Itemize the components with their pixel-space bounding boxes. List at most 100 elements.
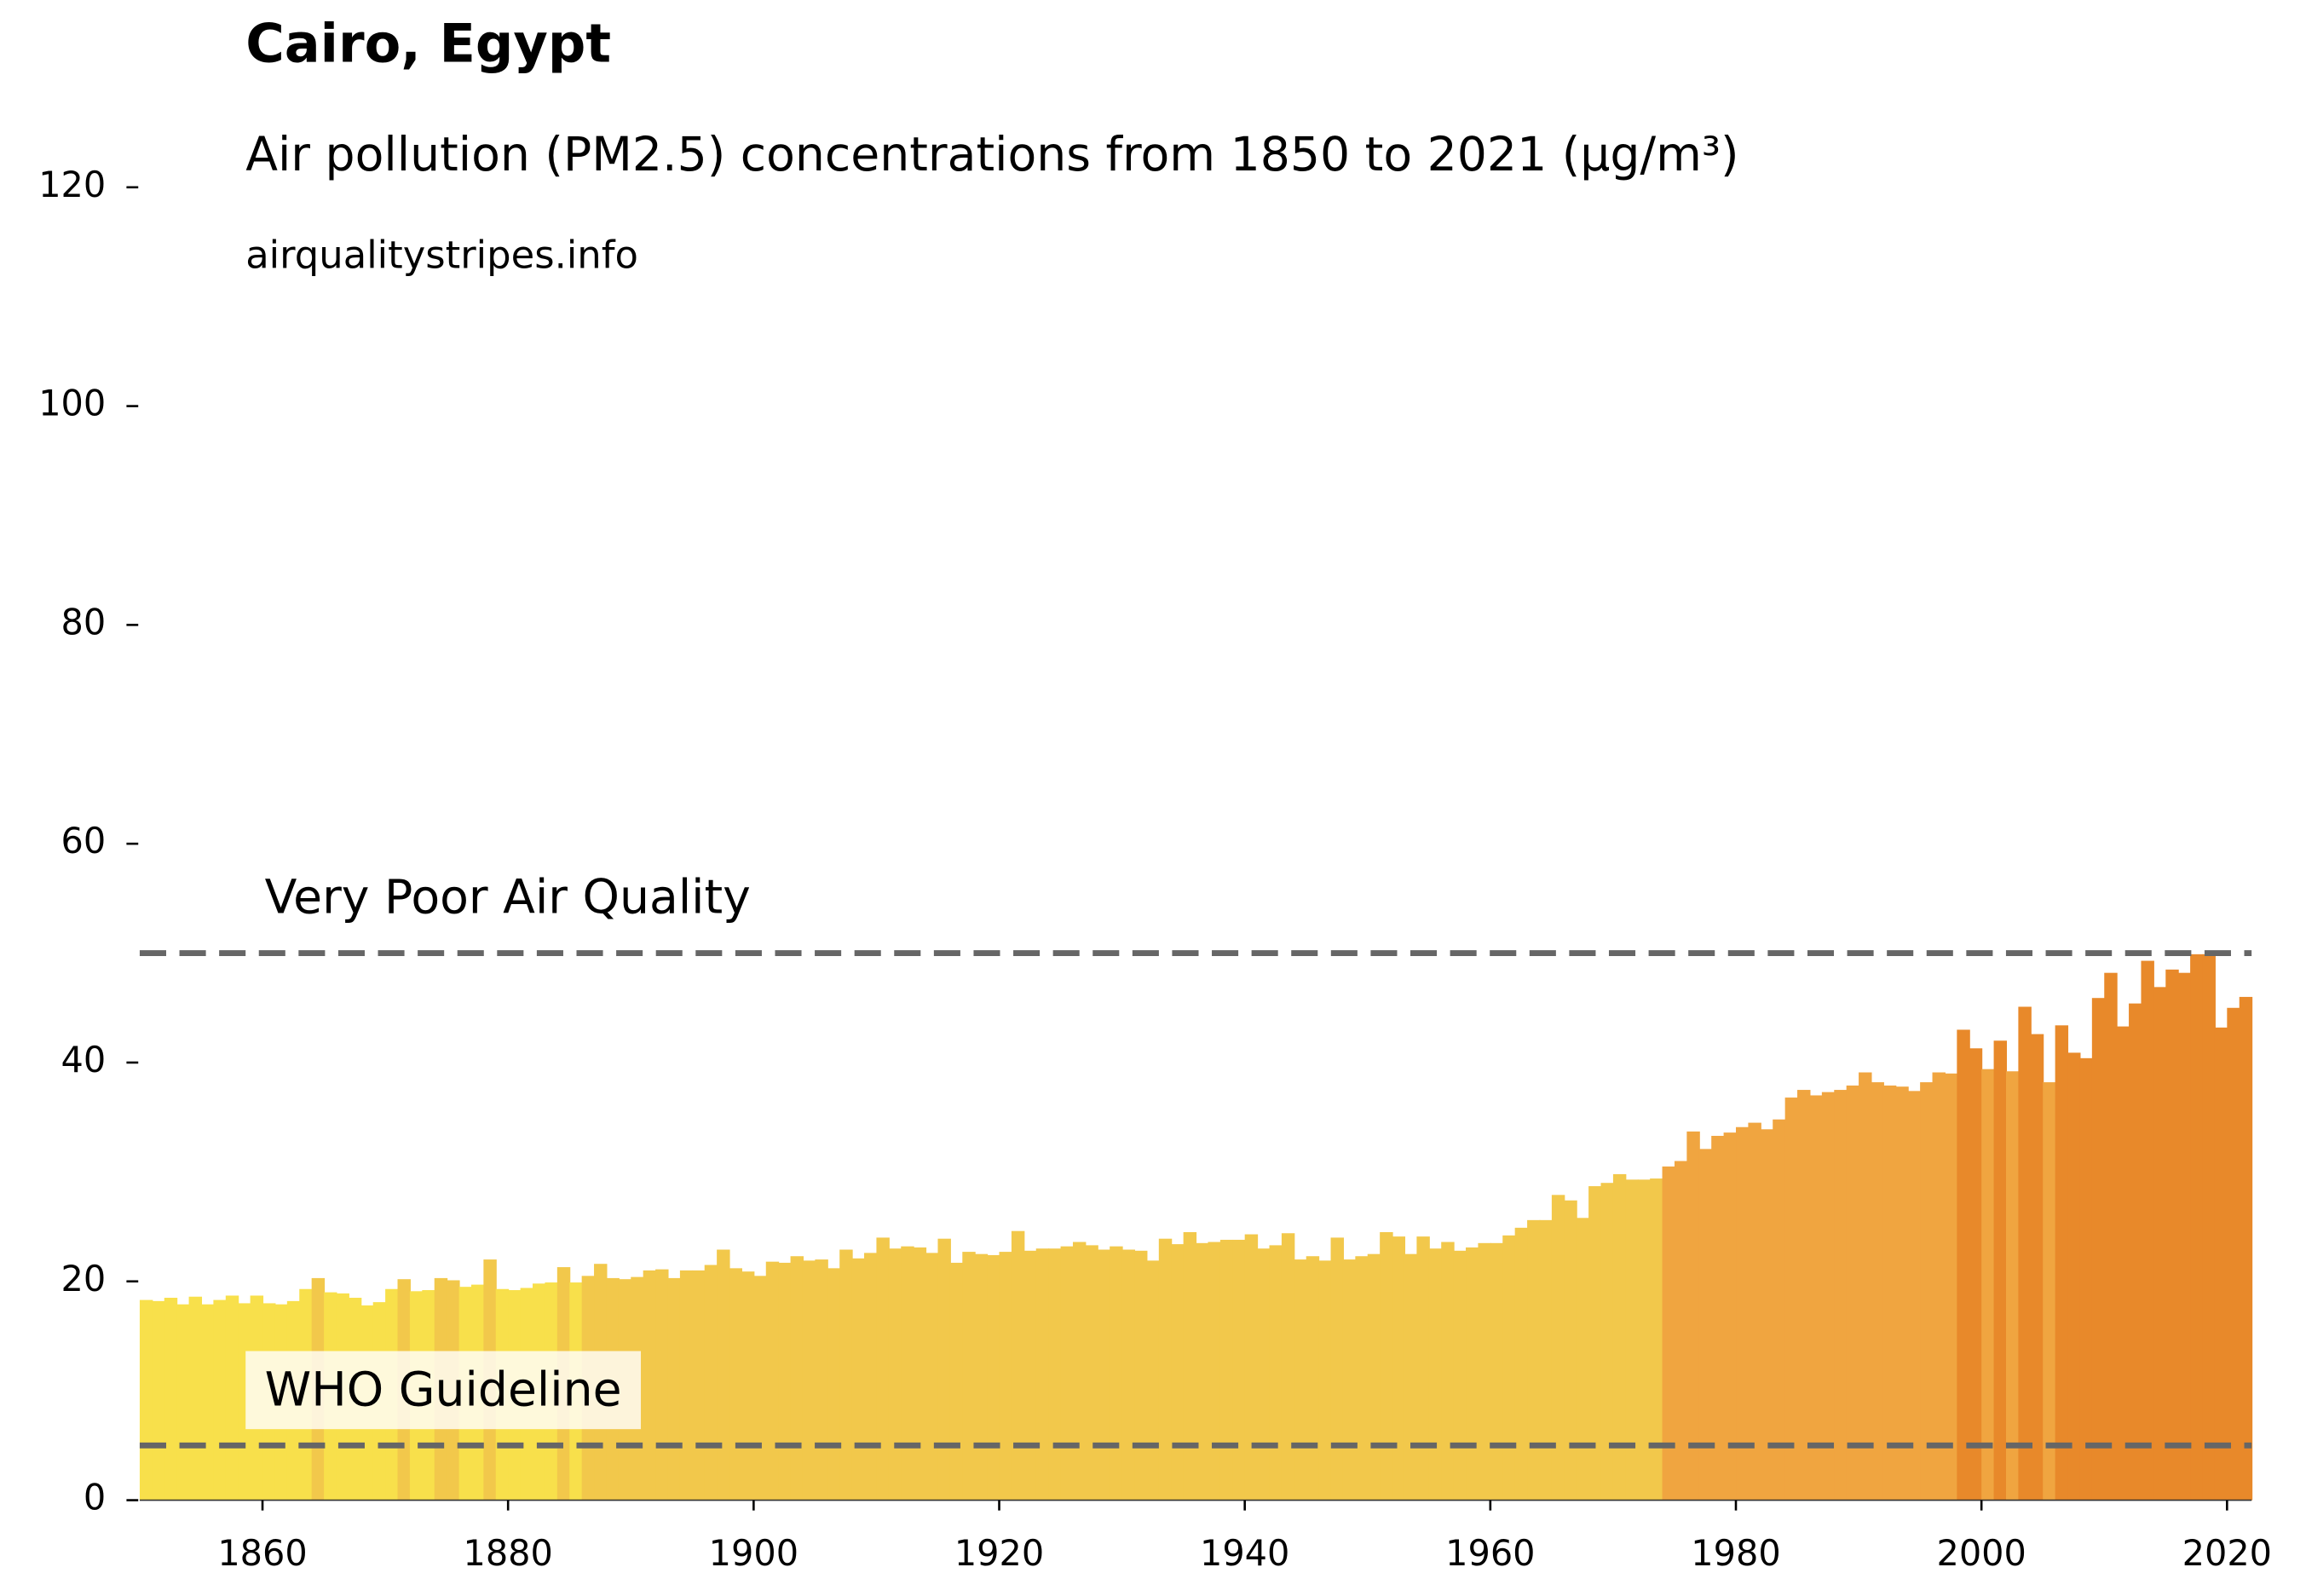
bar <box>1600 1183 1614 1501</box>
bar <box>1637 1179 1652 1501</box>
bar <box>2055 1025 2069 1501</box>
bar <box>2214 1027 2228 1501</box>
bar <box>1773 1119 1786 1501</box>
x-tick-label: 1880 <box>463 1533 552 1574</box>
bar <box>765 1261 780 1501</box>
bar <box>2079 1057 2093 1501</box>
y-tick-label: 0 <box>84 1478 106 1518</box>
bar <box>1035 1248 1050 1501</box>
bar <box>1969 1048 1983 1501</box>
bar <box>679 1270 694 1501</box>
bar <box>2005 1071 2020 1501</box>
bar <box>1957 1029 1970 1501</box>
bar <box>2018 1006 2032 1501</box>
bar <box>2043 1082 2056 1501</box>
bar <box>753 1276 767 1501</box>
bar <box>974 1253 989 1501</box>
bar <box>176 1304 190 1501</box>
bar <box>1294 1259 1307 1501</box>
bar <box>152 1300 165 1501</box>
y-tick-label: 120 <box>38 164 106 205</box>
bar <box>2202 954 2216 1501</box>
bar <box>1920 1082 1934 1501</box>
bar <box>864 1253 878 1501</box>
bar <box>1318 1260 1332 1501</box>
bar <box>1490 1242 1504 1501</box>
bar <box>1993 1040 2008 1501</box>
bar <box>1478 1242 1491 1501</box>
bar <box>1232 1239 1246 1501</box>
bar <box>213 1299 227 1501</box>
bar <box>1932 1072 1946 1501</box>
bar <box>1674 1161 1688 1501</box>
bar <box>1196 1242 1209 1501</box>
bar <box>1650 1178 1663 1501</box>
bar <box>2104 972 2118 1501</box>
bar <box>717 1249 730 1501</box>
bar <box>1110 1246 1123 1501</box>
label-box <box>245 1351 642 1430</box>
bar <box>1895 1086 1909 1501</box>
y-tick-label: 40 <box>61 1040 107 1080</box>
bar <box>655 1269 669 1501</box>
bar <box>188 1296 203 1501</box>
bar <box>692 1270 706 1501</box>
bar <box>1466 1247 1479 1501</box>
bar <box>1330 1237 1344 1501</box>
bar <box>1380 1231 1393 1501</box>
bar <box>1048 1248 1062 1501</box>
bar <box>1907 1091 1922 1501</box>
bar <box>1023 1250 1037 1501</box>
bar <box>1551 1195 1565 1501</box>
x-tick-label: 1900 <box>709 1533 798 1574</box>
bar <box>1404 1253 1418 1501</box>
bar <box>1011 1230 1025 1501</box>
bar <box>1723 1132 1738 1501</box>
bar <box>1846 1085 1860 1501</box>
bar <box>1527 1219 1541 1501</box>
bar <box>1698 1149 1713 1501</box>
chart-title: Cairo, Egypt <box>245 13 611 75</box>
bar <box>1072 1242 1087 1501</box>
bar <box>1097 1249 1111 1501</box>
bar <box>1564 1200 1577 1501</box>
bar <box>1453 1250 1467 1501</box>
bar <box>1355 1256 1369 1501</box>
bar <box>1859 1072 1872 1501</box>
x-tick-label: 1860 <box>217 1533 307 1574</box>
bar <box>1281 1233 1295 1501</box>
bar <box>1871 1082 1884 1501</box>
bar <box>827 1268 841 1501</box>
bar <box>1342 1259 1357 1501</box>
bar <box>1171 1244 1185 1501</box>
reference-label: WHO Guideline <box>265 1363 622 1417</box>
x-tick-label: 1960 <box>1445 1533 1535 1574</box>
bar <box>1146 1260 1160 1501</box>
bar <box>937 1238 951 1501</box>
y-tick-label: 80 <box>61 602 107 642</box>
bar <box>888 1248 902 1501</box>
x-tick-label: 1940 <box>1200 1533 1289 1574</box>
bar <box>815 1259 828 1501</box>
bar <box>2091 998 2106 1501</box>
bar <box>1736 1126 1750 1501</box>
bar <box>1085 1245 1098 1501</box>
reference-label: Very Poor Air Quality <box>265 871 751 925</box>
bar <box>1625 1179 1639 1501</box>
bar <box>949 1262 964 1501</box>
bar <box>2153 987 2167 1501</box>
x-tick-label: 2000 <box>1936 1533 2026 1574</box>
bar <box>2177 972 2192 1501</box>
bar <box>2067 1052 2081 1501</box>
bar <box>704 1265 718 1501</box>
y-tick-label: 100 <box>38 383 106 424</box>
bar <box>1306 1256 1320 1501</box>
bar <box>1821 1092 1836 1501</box>
bar <box>2165 969 2179 1501</box>
bar <box>1219 1239 1234 1501</box>
bar <box>987 1254 1000 1501</box>
bar <box>2141 960 2154 1501</box>
bar <box>1060 1246 1075 1501</box>
bar <box>1576 1218 1590 1501</box>
bar <box>839 1249 853 1501</box>
